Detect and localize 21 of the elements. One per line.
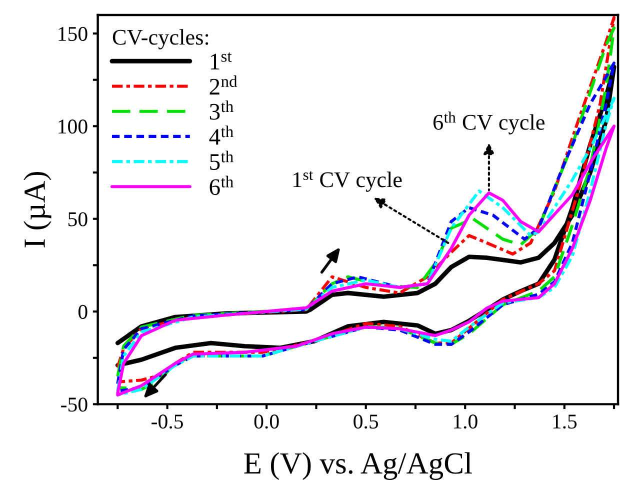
legend-label: 2$^{nd}$	[210, 75, 238, 94]
y-tick-label: -50	[61, 398, 88, 412]
x-tick-label: -0.5	[152, 414, 183, 429]
annotation: 1$^{st}$ CV cycle	[293, 171, 402, 192]
legend-label: 1$^{st}$	[210, 52, 232, 70]
legend-label: 5$^{th}$	[210, 150, 234, 170]
x-tick-label: 0.0	[254, 414, 279, 429]
y-tick-label: 100	[58, 120, 88, 134]
annotation: 6$^{th}$ CV cycle	[433, 112, 544, 134]
y-tick-label: 150	[58, 26, 88, 41]
legend-label: 3$^{th}$	[210, 100, 234, 120]
legend-label: 4$^{th}$	[209, 126, 234, 145]
x-axis-title: E (V) vs. Ag/AgCl	[244, 452, 472, 480]
x-tick-label: 1.5	[553, 414, 577, 429]
legend-label: 6$^{th}$	[210, 176, 234, 196]
y-tick-label: 50	[68, 212, 88, 226]
y-axis-title: I (µA)	[24, 172, 52, 248]
legend-title: CV-cycles:	[112, 29, 208, 50]
x-tick-label: 1.0	[454, 414, 478, 429]
y-tick-label: 0	[78, 304, 88, 319]
x-tick-label: 0.5	[354, 414, 378, 429]
